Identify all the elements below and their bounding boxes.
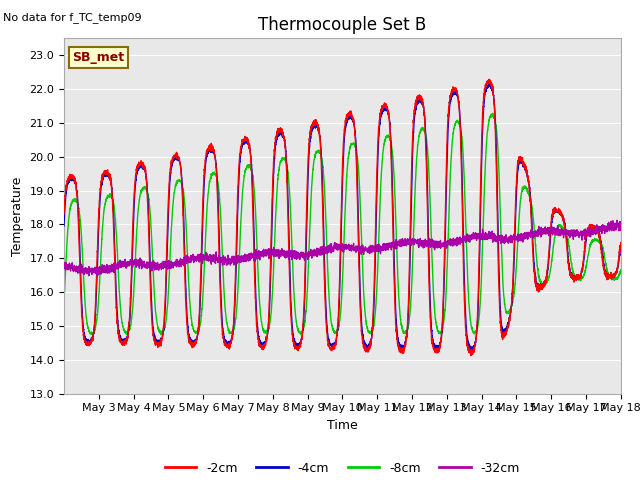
Text: SB_met: SB_met <box>72 51 124 64</box>
X-axis label: Time: Time <box>327 419 358 432</box>
Y-axis label: Temperature: Temperature <box>11 176 24 256</box>
Title: Thermocouple Set B: Thermocouple Set B <box>259 16 426 34</box>
Text: No data for f_TC_temp09: No data for f_TC_temp09 <box>3 12 142 23</box>
Legend: -2cm, -4cm, -8cm, -32cm: -2cm, -4cm, -8cm, -32cm <box>160 456 525 480</box>
